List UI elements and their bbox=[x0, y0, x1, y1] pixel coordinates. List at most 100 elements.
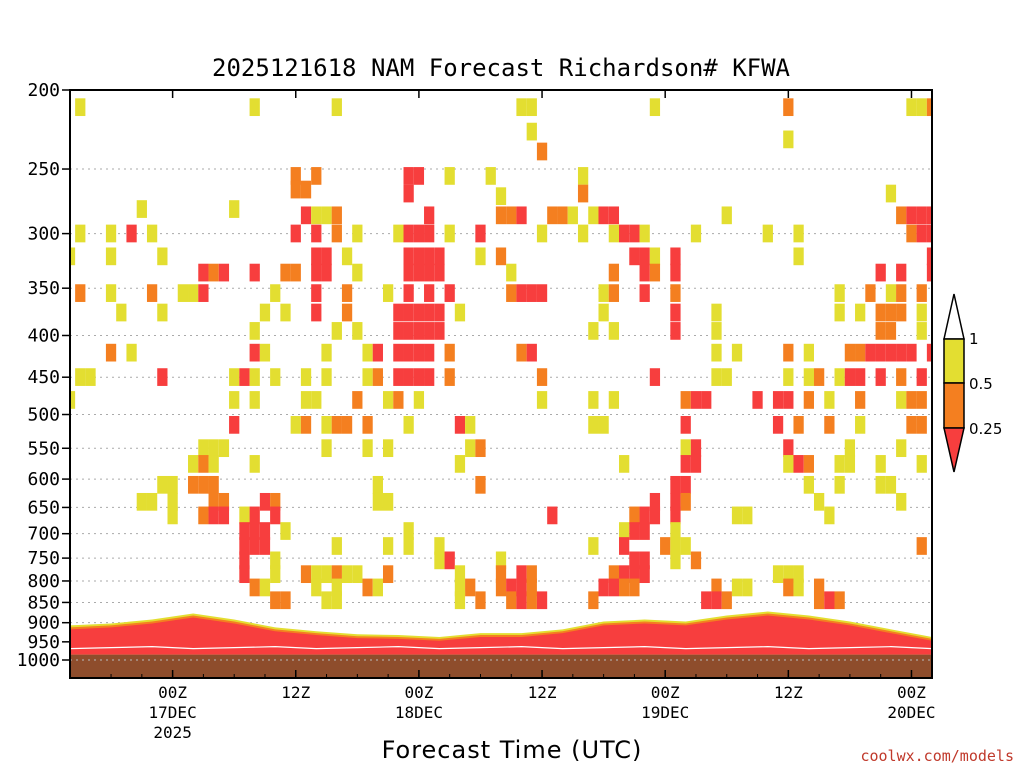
heat-cell bbox=[762, 224, 773, 243]
heat-cell bbox=[896, 263, 907, 282]
heat-cell bbox=[875, 343, 886, 362]
heat-cell bbox=[526, 565, 537, 584]
heat-cell bbox=[793, 247, 804, 266]
x-tick-time: 00Z bbox=[897, 683, 926, 702]
heat-cell bbox=[362, 439, 373, 458]
heat-cell bbox=[403, 416, 414, 434]
heat-cell bbox=[249, 391, 260, 409]
heat-cell bbox=[916, 98, 927, 117]
heat-cell bbox=[516, 98, 527, 117]
heat-cell bbox=[598, 303, 609, 322]
heat-cell bbox=[793, 224, 804, 243]
x-tick-time: 12Z bbox=[281, 683, 310, 702]
heat-cell bbox=[75, 98, 86, 117]
x-tick-time: 00Z bbox=[158, 683, 187, 702]
heat-cell bbox=[783, 565, 794, 584]
heat-cell bbox=[916, 391, 927, 409]
heat-cell bbox=[536, 368, 548, 386]
credit-link[interactable]: coolwx.com/models bbox=[860, 747, 1014, 765]
x-tick-date: 20DEC bbox=[887, 703, 935, 722]
heat-cell bbox=[218, 263, 230, 282]
heat-cell bbox=[177, 284, 189, 302]
heat-cell bbox=[424, 284, 435, 302]
heat-cell bbox=[208, 475, 219, 494]
heat-cell bbox=[249, 322, 260, 340]
heat-cell bbox=[783, 439, 794, 458]
heat-cell bbox=[547, 506, 558, 525]
heat-cell bbox=[855, 303, 866, 322]
heat-cell bbox=[926, 206, 932, 225]
heat-cell bbox=[444, 343, 455, 362]
heat-cell bbox=[70, 247, 76, 266]
heat-cell bbox=[249, 98, 260, 117]
heat-cell bbox=[588, 322, 599, 340]
heat-cell bbox=[577, 224, 589, 243]
heat-cell bbox=[424, 343, 435, 362]
heat-cell bbox=[198, 455, 209, 473]
heat-cell bbox=[536, 284, 548, 302]
heat-cell bbox=[608, 391, 620, 409]
heat-cell bbox=[424, 247, 435, 266]
heat-cell bbox=[352, 391, 363, 409]
heat-cell bbox=[813, 368, 825, 386]
heat-cell bbox=[382, 565, 394, 584]
heat-cell bbox=[465, 416, 476, 434]
heat-cell bbox=[639, 224, 650, 243]
heat-cell bbox=[516, 284, 527, 302]
heat-cell bbox=[516, 578, 527, 597]
heat-cell bbox=[742, 578, 753, 597]
heat-cell bbox=[680, 475, 691, 494]
heat-cell bbox=[290, 416, 301, 434]
heat-cell bbox=[157, 475, 168, 494]
heat-cell bbox=[896, 206, 907, 225]
heat-cell bbox=[280, 522, 291, 540]
ground-fill bbox=[70, 654, 932, 678]
heat-cell bbox=[649, 98, 661, 117]
heat-cell bbox=[680, 416, 691, 434]
heat-cell bbox=[167, 506, 178, 525]
heat-cell bbox=[475, 591, 486, 610]
heat-cell bbox=[393, 224, 404, 243]
heat-cell bbox=[465, 439, 476, 458]
heat-cell bbox=[670, 247, 681, 266]
heat-cell bbox=[280, 303, 291, 322]
heat-cell bbox=[803, 343, 814, 362]
heat-cell bbox=[372, 475, 383, 494]
heat-cell bbox=[608, 578, 620, 597]
heat-cell bbox=[403, 368, 414, 386]
y-tick-label: 250 bbox=[27, 159, 60, 180]
heat-cell bbox=[229, 368, 240, 386]
heat-cell bbox=[229, 391, 240, 409]
heat-cell bbox=[290, 224, 301, 243]
heat-cell bbox=[454, 578, 466, 597]
heat-cell bbox=[341, 284, 353, 302]
y-tick-label: 500 bbox=[27, 405, 60, 426]
heat-cell bbox=[885, 475, 897, 494]
heat-cell bbox=[321, 368, 332, 386]
heat-cell bbox=[916, 455, 927, 473]
heat-cell bbox=[270, 565, 281, 584]
heat-cell bbox=[239, 551, 250, 570]
heat-cell bbox=[311, 224, 322, 243]
heat-cell bbox=[588, 416, 599, 434]
heat-cell bbox=[588, 391, 599, 409]
heat-cell bbox=[403, 167, 414, 185]
heat-cell bbox=[865, 343, 876, 362]
heat-cell bbox=[711, 322, 722, 340]
heat-cell bbox=[413, 224, 425, 243]
x-tick-date: 17DEC bbox=[149, 703, 197, 722]
heat-cell bbox=[619, 455, 630, 473]
heat-cell bbox=[393, 343, 404, 362]
heat-cell bbox=[875, 368, 886, 386]
heat-cell bbox=[670, 263, 681, 282]
heat-cell bbox=[896, 368, 907, 386]
heat-cell bbox=[834, 475, 845, 494]
heat-cell bbox=[711, 343, 722, 362]
heat-cell bbox=[413, 322, 425, 340]
heat-cell bbox=[711, 591, 722, 610]
heat-cell bbox=[731, 506, 743, 525]
heat-cell bbox=[731, 578, 743, 597]
y-tick-label: 850 bbox=[27, 592, 60, 613]
heat-cell bbox=[321, 263, 332, 282]
heat-cell bbox=[865, 284, 876, 302]
